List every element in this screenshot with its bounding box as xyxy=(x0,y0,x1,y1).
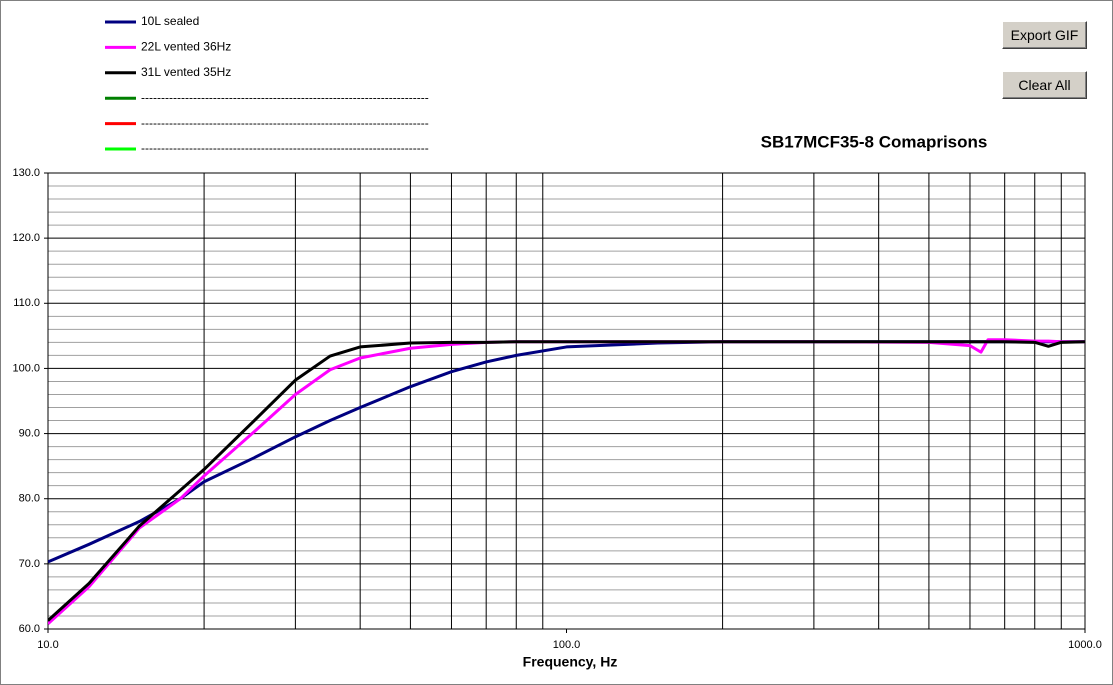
y-tick-label: 80.0 xyxy=(19,493,40,505)
legend-label: ----------------------------------------… xyxy=(141,116,429,130)
plot-area xyxy=(48,173,1085,629)
y-tick-label: 60.0 xyxy=(19,623,40,635)
y-tick-label: 70.0 xyxy=(19,558,40,570)
plot-border xyxy=(47,172,1086,630)
series-line xyxy=(48,340,1085,622)
x-axis-label: Frequency, Hz xyxy=(523,654,618,670)
legend-label: 10L sealed xyxy=(141,14,199,28)
x-tick-label: 100.0 xyxy=(553,639,581,651)
export-gif-button[interactable]: Export GIF xyxy=(1002,21,1087,49)
clear-all-button[interactable]: Clear All xyxy=(1002,71,1087,99)
y-tick-label: 130.0 xyxy=(12,167,40,179)
legend-label: 31L vented 35Hz xyxy=(141,65,231,79)
x-tick-label: 10.0 xyxy=(37,639,58,651)
y-tick-label: 110.0 xyxy=(13,297,40,309)
y-tick-label: 120.0 xyxy=(12,232,40,244)
legend-label: ----------------------------------------… xyxy=(141,90,429,104)
chart-title: SB17MCF35-8 Comaprisons xyxy=(761,132,988,151)
y-tick-label: 90.0 xyxy=(19,427,40,439)
x-tick-label: 1000.0 xyxy=(1068,639,1102,651)
y-tick-label: 100.0 xyxy=(12,362,40,374)
legend-label: ----------------------------------------… xyxy=(141,141,429,155)
legend-label: 22L vented 36Hz xyxy=(141,40,231,54)
